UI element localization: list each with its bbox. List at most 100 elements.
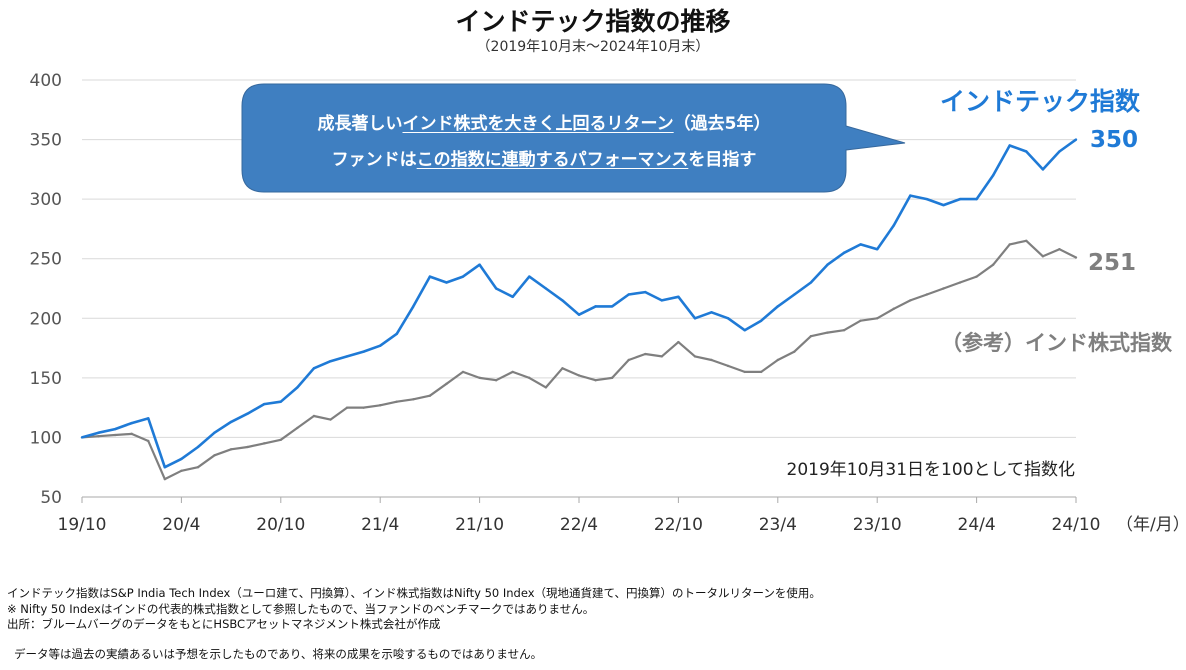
data-point	[776, 305, 779, 308]
data-point	[263, 402, 266, 406]
data-point	[478, 263, 481, 266]
data-point	[163, 477, 167, 481]
data-point	[909, 299, 912, 302]
data-point	[163, 466, 167, 469]
data-point	[577, 374, 581, 377]
data-point	[859, 243, 862, 246]
data-point	[809, 334, 813, 338]
callout-line2-b: を目指す	[688, 150, 757, 170]
x-tick-label: 24/10	[1052, 515, 1101, 535]
data-point	[991, 174, 995, 177]
data-point	[478, 376, 481, 380]
data-point	[445, 382, 448, 386]
data-point	[627, 358, 630, 362]
data-point	[362, 406, 365, 409]
data-point	[876, 247, 879, 251]
data-point	[975, 275, 978, 278]
series-label-india-tech: インドテック指数	[940, 87, 1141, 116]
y-tick-label: 400	[30, 71, 62, 91]
data-point	[246, 412, 249, 415]
x-tick-label: 21/4	[361, 515, 399, 535]
data-point	[726, 317, 730, 320]
data-point	[279, 400, 282, 403]
data-point	[528, 376, 531, 380]
data-point	[693, 317, 697, 320]
data-point	[329, 418, 332, 421]
x-tick-label: 22/4	[560, 515, 598, 535]
data-point	[925, 197, 929, 201]
x-tick-label: 20/4	[162, 515, 200, 535]
data-point	[726, 364, 730, 368]
data-point	[196, 445, 200, 449]
data-point	[296, 426, 299, 430]
series-label-india-equity: （参考）インド株式指数	[941, 331, 1173, 355]
y-tick-label: 350	[30, 131, 62, 151]
data-point	[97, 435, 100, 438]
data-point	[958, 281, 962, 284]
data-point	[445, 281, 448, 284]
data-point	[892, 224, 895, 227]
data-point	[246, 445, 249, 449]
x-axis-unit-label: （年/月）	[1116, 515, 1186, 535]
data-point	[660, 299, 664, 302]
x-tick-label: 23/4	[759, 515, 797, 535]
data-point	[412, 305, 415, 308]
x-tick-label: 24/4	[958, 515, 996, 535]
data-point	[428, 275, 432, 278]
x-tick-label: 21/10	[455, 515, 504, 535]
data-point	[97, 431, 100, 434]
end-value-india-tech: 350	[1090, 127, 1138, 153]
data-point	[379, 404, 382, 407]
data-point	[180, 457, 183, 461]
data-point	[876, 317, 879, 320]
data-point	[1058, 247, 1061, 251]
footnote-benchmark: ※ Nifty 50 Indexはインドの代表的株式指数として参照したもので、当…	[7, 601, 595, 616]
data-point	[296, 386, 299, 389]
data-point	[1074, 138, 1078, 141]
callout-text: 成長著しいインド株式を大きく上回るリターン（過去5年） ファンドはこの指数に連動…	[248, 106, 840, 178]
data-point	[147, 439, 150, 443]
data-point	[494, 287, 498, 290]
data-point	[263, 442, 266, 445]
data-point	[793, 350, 796, 353]
data-point	[892, 307, 895, 310]
data-point	[395, 332, 398, 335]
callout-line1-underlined: インド株式を大きく上回るリターン	[402, 114, 674, 134]
chart-title: インドテック指数の推移	[455, 7, 731, 36]
y-tick-label: 150	[30, 369, 62, 389]
data-point	[610, 305, 614, 308]
y-tick-label: 200	[30, 309, 62, 329]
data-point	[610, 376, 614, 380]
data-point	[362, 350, 365, 353]
data-point	[793, 293, 796, 296]
data-point	[1041, 168, 1045, 171]
x-tick-label: 19/10	[58, 515, 107, 535]
callout-line1-b: （過去5年）	[673, 114, 771, 134]
data-point	[776, 358, 779, 362]
data-point	[1025, 150, 1028, 153]
data-point	[80, 436, 84, 439]
data-point	[147, 417, 150, 420]
data-point	[461, 370, 465, 374]
data-point	[196, 466, 200, 469]
callout-line-2: ファンドはこの指数に連動するパフォーマンスを目指す	[248, 142, 840, 178]
series-line-india-equity	[81, 239, 1077, 481]
data-point	[991, 263, 995, 266]
data-point	[660, 355, 664, 358]
data-point	[710, 358, 713, 362]
data-point	[213, 454, 216, 457]
footnote-source-indices: インドテック指数はS&P India Tech Index（ユーロ建て、円換算）…	[7, 586, 821, 600]
data-point	[826, 263, 829, 266]
data-point	[213, 431, 216, 434]
data-point	[511, 370, 514, 374]
data-point	[760, 319, 763, 322]
data-point	[461, 275, 465, 278]
disclaimer: データ等は過去の実績あるいは予想を示したものであり、将来の成果を示唆するものでは…	[14, 647, 543, 661]
data-point	[329, 359, 332, 363]
footnote-data-source: 出所：ブルームバーグのデータをもとにHSBCアセットマネジメント株式会社が作成	[7, 617, 441, 631]
data-point	[1008, 144, 1011, 147]
data-point	[677, 295, 680, 299]
data-point	[180, 469, 183, 472]
data-point	[1041, 255, 1045, 258]
data-point	[113, 427, 117, 431]
